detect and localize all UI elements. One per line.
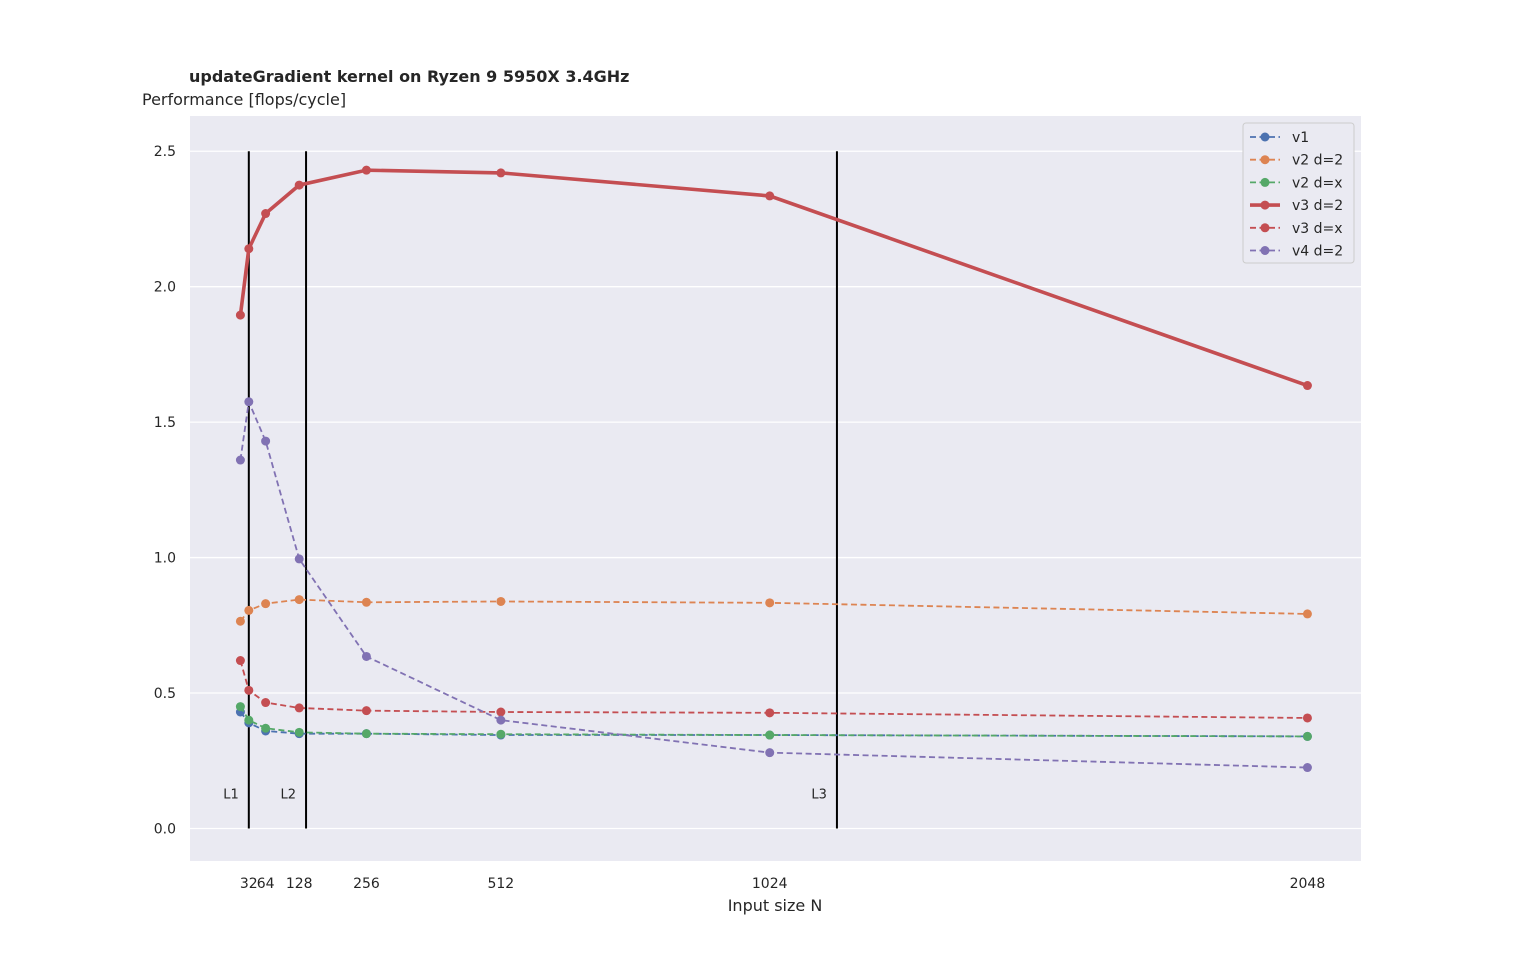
data-point	[294, 727, 304, 737]
data-point	[765, 191, 775, 201]
data-point	[1302, 731, 1312, 741]
x-tick-label: 128	[286, 876, 313, 892]
legend-label: v4 d=2	[1292, 244, 1343, 260]
data-point	[361, 651, 371, 661]
data-point	[765, 708, 775, 718]
legend: v1 v2 d=2 v2 d=x v3 d=2 v3 d=x v4 d=2	[1242, 122, 1355, 264]
data-point	[1302, 763, 1312, 773]
series	[235, 595, 1312, 626]
data-point	[235, 310, 245, 320]
data-point	[244, 244, 254, 254]
legend-label: v3 d=x	[1292, 221, 1343, 237]
cache-level-lines: L1 L2 L3	[223, 151, 838, 829]
x-tick-label: 512	[487, 876, 514, 892]
data-point	[496, 707, 506, 717]
data-point	[235, 656, 245, 666]
series-line	[238, 168, 1309, 388]
series-line	[239, 598, 1308, 622]
legend-label: v3 d=2	[1292, 198, 1343, 214]
y-tick-label: 0.0	[154, 821, 176, 837]
data-point	[1302, 381, 1312, 391]
y-tick-label: 2.5	[154, 144, 176, 160]
data-series	[235, 165, 1312, 773]
x-tick-label: 2048	[1290, 876, 1326, 892]
data-point	[261, 436, 271, 446]
legend-label: v2 d=x	[1292, 175, 1343, 191]
chart-title: updateGradient kernel on Ryzen 9 5950X 3…	[189, 67, 630, 86]
series	[235, 656, 1312, 723]
legend-label: v1	[1292, 130, 1309, 146]
data-point	[294, 554, 304, 564]
data-point	[361, 729, 371, 739]
grid-lines	[190, 150, 1361, 830]
data-point	[496, 596, 506, 606]
cache-label: L3	[811, 788, 827, 803]
data-point	[261, 698, 271, 708]
data-point	[294, 180, 304, 190]
data-point	[765, 730, 775, 740]
data-point	[496, 729, 506, 739]
x-axis-label: Input size N	[728, 896, 823, 915]
legend-marker	[1260, 200, 1270, 210]
series	[235, 702, 1312, 741]
cache-label: L2	[281, 788, 297, 803]
data-point	[294, 703, 304, 713]
data-point	[261, 209, 271, 219]
series	[235, 165, 1312, 391]
data-point	[361, 706, 371, 716]
data-point	[294, 595, 304, 605]
series	[235, 397, 1312, 773]
y-tick-label: 0.5	[154, 686, 176, 702]
data-point	[235, 702, 245, 712]
legend-marker	[1260, 246, 1270, 255]
y-axis-label: Performance [flops/cycle]	[142, 90, 346, 109]
data-point	[235, 616, 245, 626]
legend-marker	[1260, 155, 1270, 165]
x-tick-label: 32	[240, 876, 258, 892]
data-point	[244, 397, 254, 407]
data-point	[1302, 609, 1312, 619]
cache-label: L1	[223, 788, 239, 803]
x-tick-label: 64	[257, 876, 275, 892]
data-point	[244, 715, 254, 725]
data-point	[496, 715, 506, 725]
data-point	[244, 605, 254, 615]
data-point	[765, 598, 775, 608]
y-tick-label: 1.0	[154, 551, 176, 567]
data-point	[361, 165, 371, 175]
data-point	[361, 597, 371, 607]
data-point	[1302, 713, 1312, 723]
data-point	[261, 723, 271, 733]
data-point	[261, 599, 271, 609]
x-tick-label: 1024	[752, 876, 788, 892]
series-line	[239, 398, 1308, 769]
legend-marker	[1260, 177, 1270, 187]
data-point	[235, 455, 245, 465]
legend-marker	[1260, 132, 1270, 142]
y-tick-label: 1.5	[154, 415, 176, 431]
series-line	[239, 711, 1308, 738]
y-tick-label: 2.0	[154, 280, 176, 296]
plot-area	[190, 116, 1361, 861]
legend-marker	[1260, 223, 1270, 233]
data-point	[244, 685, 254, 695]
legend-label: v2 d=2	[1292, 153, 1343, 169]
y-axis-ticks: 0.0 0.5 1.0 1.5 2.0 2.5	[154, 144, 176, 837]
x-tick-label: 256	[353, 876, 380, 892]
data-point	[496, 168, 506, 178]
data-point	[765, 748, 775, 758]
